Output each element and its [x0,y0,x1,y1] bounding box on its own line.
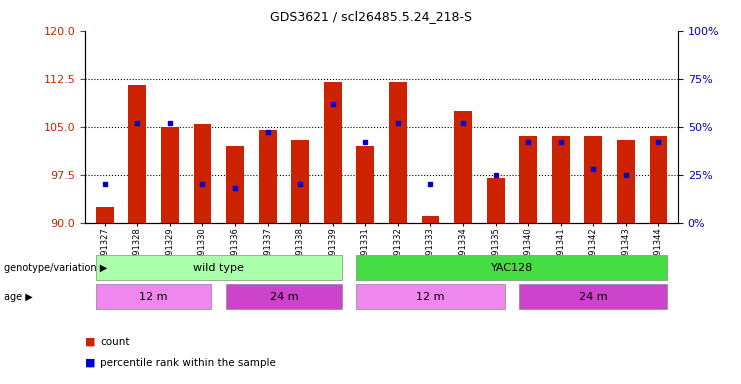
Text: genotype/variation ▶: genotype/variation ▶ [4,263,107,273]
Bar [519,136,537,223]
Text: ■: ■ [85,337,96,347]
Bar [291,139,309,223]
Bar [128,85,146,223]
Text: percentile rank within the sample: percentile rank within the sample [100,358,276,368]
Bar [226,146,244,223]
Bar [585,136,602,223]
Bar [324,82,342,223]
Text: GDS3621 / scl26485.5.24_218-S: GDS3621 / scl26485.5.24_218-S [270,10,471,23]
Bar [96,207,113,223]
Bar [161,127,179,223]
Bar [617,139,635,223]
Bar [487,178,505,223]
Bar [552,136,570,223]
Bar [259,130,276,223]
Bar [454,111,472,223]
Text: 24 m: 24 m [579,291,608,302]
Bar [422,216,439,223]
Text: count: count [100,337,130,347]
Text: 24 m: 24 m [270,291,298,302]
Bar [193,124,211,223]
Text: 12 m: 12 m [139,291,168,302]
Text: YAC128: YAC128 [491,263,533,273]
Bar [389,82,407,223]
Text: ■: ■ [85,358,96,368]
Text: wild type: wild type [193,263,245,273]
Text: 12 m: 12 m [416,291,445,302]
Bar [356,146,374,223]
Bar [650,136,668,223]
Text: age ▶: age ▶ [4,291,33,302]
